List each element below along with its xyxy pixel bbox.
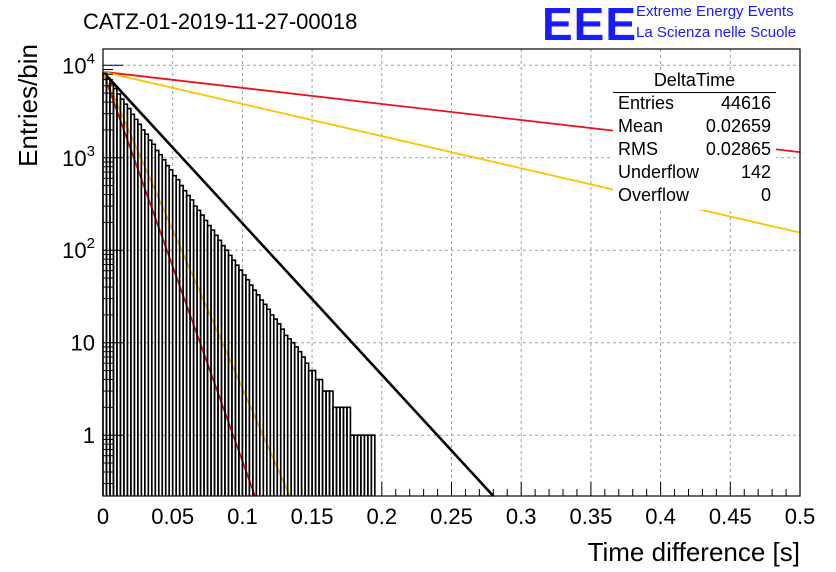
x-tick-label: 0.15 (291, 504, 334, 529)
stats-label: Entries (618, 93, 675, 113)
stats-row-overflow: Overflow 0 (618, 185, 771, 207)
x-tick-label: 0.45 (709, 504, 752, 529)
grid-lines (103, 49, 800, 496)
stats-value: 142 (740, 162, 771, 182)
y-tick-label: 102 (62, 235, 95, 263)
x-tick-label: 0.1 (227, 504, 258, 529)
stats-value: 0 (760, 185, 771, 205)
stats-label: Overflow (618, 185, 690, 205)
x-tick-labels: 0 0.05 0.1 0.15 0.2 0.25 0.3 0.35 0.4 0.45 0.5 (97, 504, 815, 529)
eee-logo-mark: EEE (542, 0, 638, 50)
axis-ticks (102, 64, 801, 496)
stats-label: RMS (618, 139, 658, 159)
eee-logo-line2: La Scienza nelle Scuole (636, 24, 797, 41)
y-tick-label: 104 (62, 50, 95, 78)
stats-value: 44616 (720, 93, 771, 113)
x-tick-label: 0.05 (151, 504, 194, 529)
x-tick-label: 0 (97, 504, 109, 529)
stats-row-underflow: Underflow 142 (618, 162, 771, 184)
stats-value: 0.02865 (705, 139, 771, 159)
stats-value: 0.02659 (705, 116, 771, 136)
x-axis-label: Time difference [s] (588, 537, 800, 567)
stats-label: Mean (618, 116, 664, 136)
stats-title: DeltaTime (653, 70, 736, 90)
x-tick-label: 0.5 (785, 504, 816, 529)
stats-row-entries: Entries 44616 (618, 93, 771, 115)
stats-box: DeltaTime Entries 44616 Mean 0.02659 RMS… (613, 70, 776, 210)
y-tick-label: 1 (83, 423, 95, 448)
fit-curve (102, 70, 495, 497)
histogram-bin (370, 434, 376, 496)
x-tick-label: 0.4 (645, 504, 676, 529)
y-tick-label: 103 (62, 143, 95, 171)
histogram-bars (102, 72, 376, 496)
y-tick-label: 10 (71, 331, 95, 356)
stats-row-mean: Mean 0.02659 (618, 116, 771, 138)
x-tick-label: 0.25 (430, 504, 473, 529)
eee-logo-line1: Extreme Energy Events (636, 3, 794, 20)
y-axis-label: Entries/bin (13, 44, 43, 167)
x-tick-label: 0.2 (367, 504, 398, 529)
x-tick-label: 0.35 (569, 504, 612, 529)
stats-label: Underflow (618, 162, 700, 182)
x-tick-label: 0.3 (506, 504, 537, 529)
stats-row-rms: RMS 0.02865 (618, 139, 771, 161)
chart-title: CATZ-01-2019-11-27-00018 (83, 9, 358, 34)
stats-divider (613, 92, 776, 93)
